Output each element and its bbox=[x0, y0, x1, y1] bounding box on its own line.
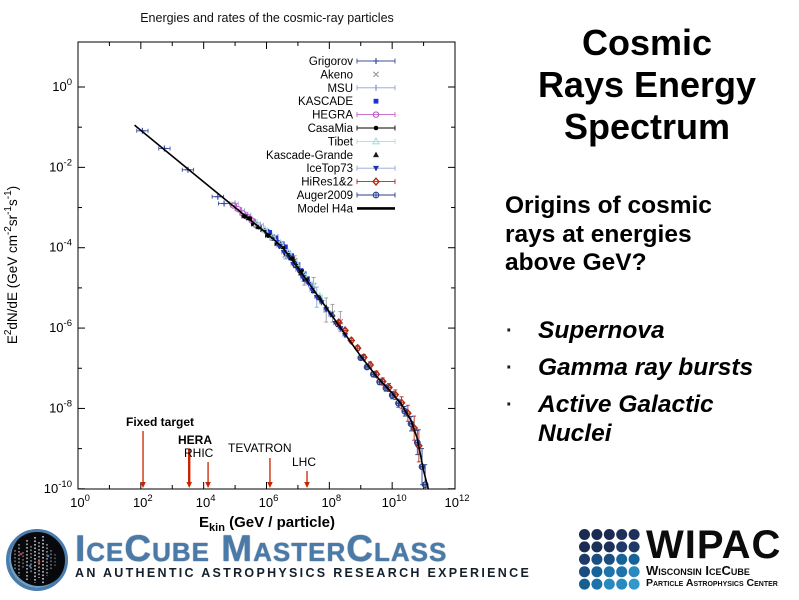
arrow-icon bbox=[140, 482, 146, 488]
arrow-icon bbox=[304, 482, 310, 488]
annotation-label: LHC bbox=[292, 455, 316, 469]
list-item: · Active Galactic Nuclei bbox=[506, 391, 798, 447]
cosmic-ray-spectrum-chart: Energies and rates of the cosmic-ray par… bbox=[3, 11, 470, 534]
list-item: · Supernova bbox=[506, 317, 798, 345]
arrow-icon bbox=[205, 482, 211, 488]
question-text: Origins of cosmic rays at energies above… bbox=[505, 192, 797, 278]
annotation-label: TEVATRON bbox=[228, 441, 292, 455]
series-Grigorov bbox=[136, 127, 231, 207]
tick-label: 100 bbox=[52, 77, 72, 94]
legend-label: HiRes1&2 bbox=[301, 177, 353, 189]
legend-label: Model H4a bbox=[297, 203, 353, 215]
wipac-logo: WIPAC Wisconsin IceCube Particle Astroph… bbox=[577, 523, 782, 592]
tick-label: 10-6 bbox=[49, 318, 72, 335]
page-title-line: Rays Energy bbox=[537, 63, 757, 105]
bullet-icon: · bbox=[506, 357, 513, 380]
legend-label: Akeno bbox=[320, 69, 353, 81]
legend-label: MSU bbox=[327, 83, 353, 95]
icecube-strings-graphic bbox=[14, 536, 56, 584]
legend-label: IceTop73 bbox=[306, 163, 353, 175]
legend-label: Grigorov bbox=[309, 56, 353, 68]
origin-list: · Supernova · Gamma ray bursts · Active … bbox=[506, 317, 798, 457]
legend-label: CasaMia bbox=[308, 123, 354, 135]
tick-label: 102 bbox=[133, 493, 153, 510]
annotation-label: RHIC bbox=[184, 446, 214, 460]
annotation-label: HERA bbox=[178, 433, 212, 447]
wipac-logo-text: WIPAC Wisconsin IceCube Particle Astroph… bbox=[646, 523, 782, 590]
wipac-dots-icon bbox=[579, 529, 640, 590]
tick-label: 106 bbox=[259, 493, 279, 510]
wipac-subtitle-line2: Particle Astrophysics Center bbox=[646, 577, 778, 590]
legend-label: Tibet bbox=[328, 136, 354, 148]
annotation-label: Fixed target bbox=[126, 415, 194, 429]
question-line: above GeV? bbox=[505, 249, 647, 277]
tick-label: 108 bbox=[321, 493, 341, 510]
tick-label: 104 bbox=[196, 493, 216, 510]
chart-axes bbox=[77, 41, 456, 490]
arrow-icon bbox=[267, 482, 273, 488]
wipac-subtitle-line1: Wisconsin IceCube bbox=[646, 563, 750, 578]
wipac-wordmark: WIPAC bbox=[646, 523, 782, 567]
page-title-line: Cosmic bbox=[581, 22, 713, 63]
model-line bbox=[134, 124, 430, 489]
list-item-label: Gamma ray bursts bbox=[538, 354, 754, 382]
page-title-line: Spectrum bbox=[563, 105, 731, 147]
bullet-icon: · bbox=[506, 394, 513, 417]
icecube-masterclass-logo: IceCube MasterClass AN AUTHENTIC ASTROPH… bbox=[6, 529, 531, 591]
icecube-masterclass-wordmark: IceCube MasterClass bbox=[75, 528, 448, 569]
icecube-masterclass-tagline: AN AUTHENTIC ASTROPHYSICS RESEARCH EXPER… bbox=[75, 566, 532, 580]
x-axis-label: Ekin (GeV / particle) bbox=[199, 514, 335, 534]
list-item-label: Supernova bbox=[538, 317, 665, 344]
page-title: Cosmic Rays Energy Spectrum bbox=[498, 22, 796, 147]
tick-label: 1012 bbox=[444, 493, 469, 510]
legend-label: Auger2009 bbox=[297, 190, 353, 202]
tick-label: 10-4 bbox=[49, 238, 72, 255]
bullet-icon: · bbox=[506, 320, 513, 342]
question-line: Origins of cosmic bbox=[505, 192, 712, 219]
icecube-detector-icon bbox=[6, 529, 68, 591]
list-item-label: Active Galactic Nuclei bbox=[538, 391, 714, 447]
tick-label: 100 bbox=[70, 493, 90, 510]
legend-label: Kascade-Grande bbox=[266, 150, 353, 162]
list-item: · Gamma ray bursts bbox=[506, 354, 798, 382]
tick-label: 10-2 bbox=[49, 157, 72, 174]
chart-title: Energies and rates of the cosmic-ray par… bbox=[140, 11, 394, 25]
tick-label: 1010 bbox=[382, 493, 407, 510]
question-line: rays at energies bbox=[505, 220, 692, 248]
arrow-icon bbox=[186, 482, 193, 488]
tick-label: 10-10 bbox=[44, 479, 72, 496]
chart-data bbox=[134, 124, 430, 489]
tick-label: 10-8 bbox=[49, 398, 72, 415]
icecube-logo-text: IceCube MasterClass AN AUTHENTIC ASTROPH… bbox=[75, 529, 531, 580]
legend-label: KASCADE bbox=[298, 96, 353, 108]
y-axis-label: E2dN/dE (GeV cm-2sr-1s-1) bbox=[3, 186, 20, 344]
legend-label: HEGRA bbox=[312, 110, 353, 122]
